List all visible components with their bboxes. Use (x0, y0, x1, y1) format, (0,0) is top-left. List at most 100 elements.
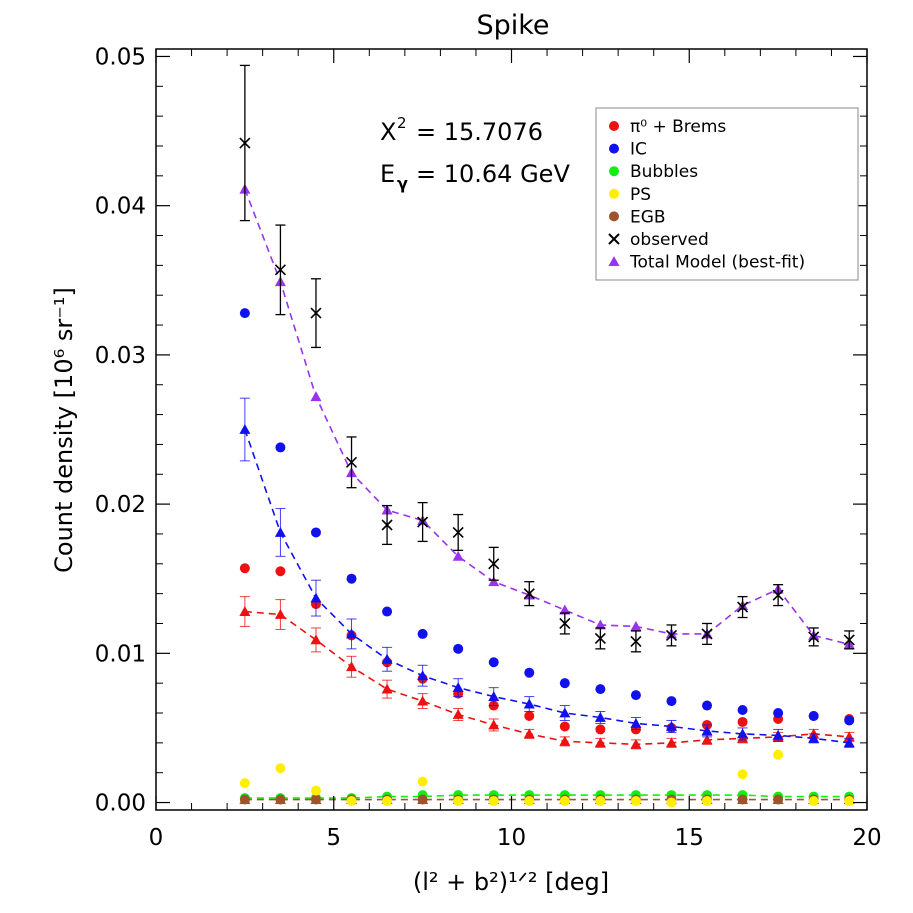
pi0-brems-fit-point (310, 634, 322, 645)
bubbles-fit (244, 794, 850, 799)
ic-point (773, 708, 784, 719)
legend-label: π⁰ + Brems (630, 117, 726, 137)
ps-point (666, 797, 677, 808)
ps-point (737, 769, 748, 780)
egb-point (773, 794, 784, 805)
pi0-brems-fit-point (701, 734, 713, 745)
ps-point (310, 785, 321, 796)
legend-label: observed (630, 230, 709, 250)
pi0-brems-fit-point (239, 606, 251, 616)
ps-point (488, 796, 499, 807)
chi-square-value: = 15.7076 (416, 118, 543, 146)
legend-entry-ic: IC (609, 140, 647, 160)
ic-fit-point (843, 737, 855, 748)
observed-point (274, 264, 286, 276)
ps-point (559, 796, 570, 807)
pi0-brems-point (524, 710, 535, 721)
observed-point (808, 631, 820, 643)
observed-series (239, 64, 855, 653)
ic-fit-point (701, 725, 713, 736)
chi-square-exponent: 2 (397, 114, 407, 132)
observed-point (523, 588, 535, 600)
ic-point (630, 690, 641, 701)
ic-point (453, 643, 464, 654)
bubbles-fit-line (244, 794, 850, 799)
observed-point (310, 307, 322, 319)
ps-series (239, 749, 855, 808)
legend-entry-ps: PS (609, 185, 651, 205)
pi0-brems-fit-point (488, 719, 500, 730)
x-tick-label: 5 (326, 825, 341, 851)
x-tick-label: 15 (675, 825, 704, 851)
ic-fit-point (737, 728, 749, 739)
plot-content (239, 64, 855, 808)
pi0-brems-point (595, 724, 606, 735)
ps-point (844, 796, 855, 807)
total-model-line (244, 188, 850, 646)
pi0-brems-point (559, 721, 570, 732)
ps-point (417, 776, 428, 787)
legend-marker (609, 121, 619, 131)
ic-fit-point (346, 628, 358, 639)
ic-point (310, 527, 321, 538)
observed-point (381, 519, 393, 531)
ps-point (382, 796, 393, 807)
legend-entry-bubbles: Bubbles (609, 162, 698, 182)
ic-point (417, 628, 428, 639)
ic-point (524, 667, 535, 678)
chi-square-symbol: X (380, 118, 396, 146)
ps-point (453, 796, 464, 807)
observed-point (665, 629, 678, 641)
pi0-brems-fit-point (417, 695, 429, 706)
ps-point (773, 749, 784, 760)
ic-fit-point (310, 592, 322, 603)
ic-point (488, 657, 499, 668)
egb-point (310, 794, 321, 805)
legend-marker (609, 166, 619, 177)
pi0-brems-fit-point (452, 709, 464, 719)
ic-point (844, 715, 855, 726)
pi0-brems-fit-point (523, 728, 535, 739)
legend-marker (608, 256, 620, 266)
observed-point (843, 634, 855, 646)
legend-marker (609, 143, 619, 154)
y-axis-label: Count density [10⁶ sr⁻¹] (50, 287, 78, 573)
ic-fit-point (665, 720, 677, 731)
observed-point (239, 137, 251, 149)
ic-fit-point (772, 729, 784, 740)
ic-fit-line (244, 429, 850, 744)
energy-subscript: γ (397, 174, 408, 193)
y-tick-label: 0.05 (95, 44, 146, 70)
ic-point (275, 442, 286, 453)
ic-fit-point (274, 526, 286, 537)
ps-point (239, 778, 250, 789)
legend-label: PS (630, 185, 651, 205)
ic-fit (239, 397, 855, 748)
total-model-point (594, 619, 606, 630)
total-model-point (452, 550, 464, 561)
observed-point (701, 628, 713, 640)
y-tick-label: 0.02 (95, 492, 146, 518)
ps-point (702, 796, 713, 807)
egb-point (275, 794, 286, 805)
axis-ticks: 0 5 10 15 20 0.00 0.01 0.02 0.03 0.04 0.05 (95, 44, 882, 851)
legend-entry-total-model-best-fit: Total Model (best-fit) (608, 253, 805, 273)
y-tick-label: 0.01 (95, 641, 146, 667)
ic-fit-point (630, 717, 642, 728)
egb-point (239, 794, 250, 805)
ps-point (595, 796, 606, 807)
pi0-brems-fit-point (274, 609, 286, 619)
ic-point (808, 710, 819, 721)
ic-fit-point (594, 711, 606, 722)
observed-point (345, 456, 358, 468)
legend-label: EGB (630, 207, 666, 227)
ps-point (346, 796, 357, 807)
y-tick-label: 0.04 (95, 194, 146, 220)
chi-square-annotation: X 2 = 15.7076 (380, 114, 543, 146)
ic-fit-point (417, 670, 429, 681)
observed-point (488, 558, 500, 570)
total-model-point (630, 620, 642, 631)
chart-title: Spike (476, 10, 549, 41)
ps-point (275, 763, 286, 774)
